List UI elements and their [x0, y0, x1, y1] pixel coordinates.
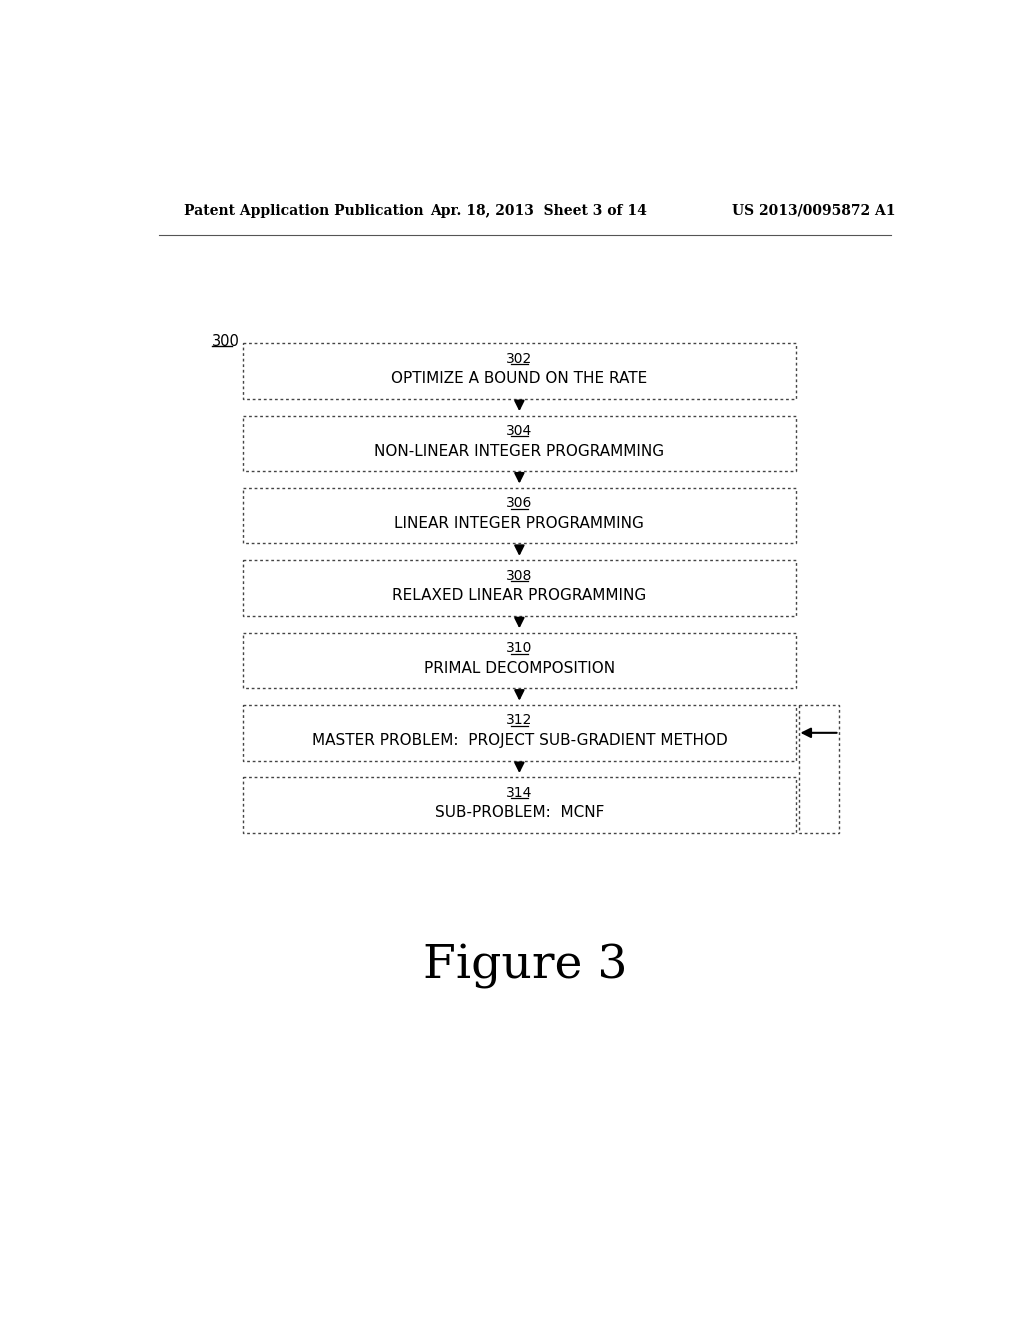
Bar	[243, 632, 796, 688]
Text: 302: 302	[506, 351, 532, 366]
Bar	[243, 777, 796, 833]
Bar	[799, 705, 840, 833]
Text: Figure 3: Figure 3	[423, 944, 627, 989]
Text: 308: 308	[506, 569, 532, 582]
Text: OPTIMIZE A BOUND ON THE RATE: OPTIMIZE A BOUND ON THE RATE	[391, 371, 647, 387]
Text: 314: 314	[506, 785, 532, 800]
Text: LINEAR INTEGER PROGRAMMING: LINEAR INTEGER PROGRAMMING	[394, 516, 644, 531]
Text: MASTER PROBLEM:  PROJECT SUB-GRADIENT METHOD: MASTER PROBLEM: PROJECT SUB-GRADIENT MET…	[311, 733, 727, 748]
Text: RELAXED LINEAR PROGRAMMING: RELAXED LINEAR PROGRAMMING	[392, 589, 646, 603]
Text: SUB-PROBLEM:  MCNF: SUB-PROBLEM: MCNF	[434, 805, 604, 821]
Text: 306: 306	[506, 496, 532, 511]
Text: Patent Application Publication: Patent Application Publication	[183, 203, 424, 218]
Text: 304: 304	[506, 424, 532, 438]
Text: US 2013/0095872 A1: US 2013/0095872 A1	[732, 203, 896, 218]
Text: PRIMAL DECOMPOSITION: PRIMAL DECOMPOSITION	[424, 660, 615, 676]
Text: 312: 312	[506, 714, 532, 727]
Bar	[243, 560, 796, 615]
Bar	[243, 705, 796, 760]
Text: 300: 300	[212, 334, 240, 348]
Bar	[243, 343, 796, 399]
Bar	[243, 488, 796, 544]
Text: NON-LINEAR INTEGER PROGRAMMING: NON-LINEAR INTEGER PROGRAMMING	[375, 444, 665, 458]
Text: Apr. 18, 2013  Sheet 3 of 14: Apr. 18, 2013 Sheet 3 of 14	[430, 203, 647, 218]
Text: 310: 310	[506, 642, 532, 655]
Bar	[243, 416, 796, 471]
